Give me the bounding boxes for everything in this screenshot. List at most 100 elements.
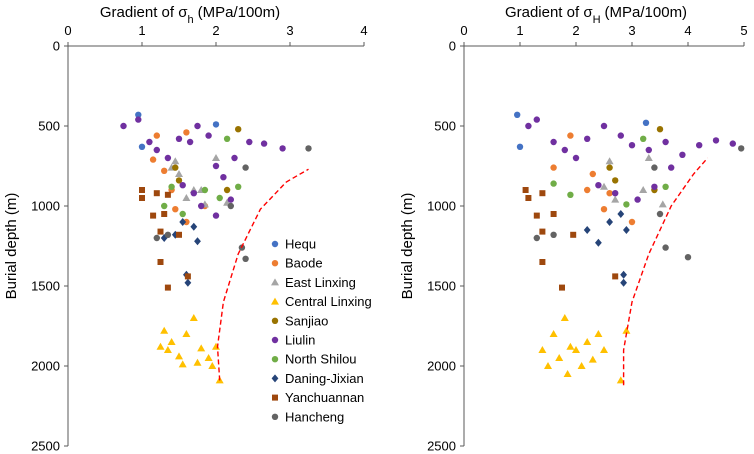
- data-point: [212, 121, 220, 128]
- data-point: [190, 222, 198, 231]
- legend-marker: [271, 297, 279, 305]
- series-north-shilou: [161, 135, 242, 218]
- data-point: [138, 143, 146, 150]
- legend-label: Hancheng: [285, 409, 344, 424]
- data-point: [577, 362, 586, 369]
- legend-item-hancheng: Hancheng: [271, 409, 344, 424]
- data-point: [212, 154, 220, 161]
- data-point: [150, 212, 157, 219]
- data-point: [212, 342, 220, 350]
- data-point: [550, 231, 557, 238]
- legend-item-east-linxing: East Linxing: [271, 275, 356, 290]
- data-point: [538, 346, 547, 353]
- series-yanchuannan: [522, 187, 619, 291]
- data-point: [572, 346, 580, 353]
- data-point: [684, 254, 692, 261]
- data-point: [616, 376, 625, 384]
- series-liulin: [120, 116, 286, 219]
- legend-item-daning-jixian: Daning-Jixian: [271, 371, 364, 386]
- data-point: [566, 342, 575, 350]
- data-point: [223, 186, 231, 194]
- data-point: [198, 202, 205, 210]
- legend-label: Central Linxing: [285, 294, 372, 309]
- data-point: [639, 186, 648, 193]
- data-point: [212, 212, 220, 219]
- legend-label: Yanchuannan: [285, 390, 364, 405]
- data-point: [550, 138, 557, 146]
- data-point: [139, 187, 145, 193]
- data-point: [184, 278, 192, 287]
- data-point: [235, 126, 242, 133]
- y-tick-label: 500: [38, 119, 60, 134]
- data-point: [175, 170, 183, 177]
- data-point: [640, 135, 647, 142]
- data-point: [550, 164, 557, 171]
- data-point: [164, 284, 171, 291]
- data-point: [305, 145, 312, 152]
- data-point: [612, 190, 619, 197]
- data-point: [522, 187, 529, 193]
- legend-marker: [272, 394, 278, 401]
- data-point: [606, 218, 613, 226]
- chart-title: Gradient of σh (MPa/100m): [100, 4, 280, 26]
- data-point: [164, 154, 172, 162]
- data-point: [161, 211, 168, 217]
- series-east-linxing: [600, 154, 667, 208]
- data-point: [139, 195, 145, 201]
- data-point: [164, 231, 172, 238]
- legend-label: Liulin: [285, 333, 315, 348]
- y-tick-label: 1500: [427, 279, 456, 294]
- data-point: [620, 278, 627, 287]
- data-point: [605, 157, 614, 165]
- data-point: [183, 218, 190, 226]
- series-sanjiao: [606, 126, 664, 194]
- series-north-shilou: [550, 135, 669, 208]
- data-point: [645, 146, 652, 154]
- data-point: [583, 338, 592, 345]
- data-point: [178, 360, 187, 368]
- legend-label: North Shilou: [285, 352, 357, 367]
- data-point: [533, 234, 540, 242]
- data-point: [600, 182, 608, 190]
- series-hequ: [514, 111, 650, 150]
- y-tick-label: 2000: [31, 359, 60, 374]
- data-point: [584, 186, 591, 194]
- x-tick-label: 1: [138, 23, 145, 38]
- data-point: [161, 202, 168, 210]
- y-tick-label: 0: [53, 39, 60, 54]
- data-point: [175, 177, 183, 184]
- data-point: [135, 116, 142, 123]
- data-point: [567, 191, 574, 198]
- data-point: [201, 186, 209, 194]
- data-point: [168, 183, 175, 190]
- data-point: [567, 132, 574, 139]
- data-point: [175, 352, 183, 360]
- series-daning-jixian: [160, 218, 201, 287]
- data-point: [600, 346, 608, 353]
- data-point: [242, 164, 249, 171]
- data-point: [135, 111, 142, 119]
- data-point: [712, 137, 720, 144]
- data-point: [182, 194, 191, 201]
- data-point: [516, 143, 524, 150]
- y-tick-label: 1000: [427, 199, 456, 214]
- data-point: [227, 202, 234, 210]
- data-point: [612, 177, 619, 184]
- series-hequ: [135, 111, 220, 150]
- panel-sigma-H: Gradient of σH (MPa/100m) 0 1 2 3 4 5 0 500 1000 15…: [399, 4, 748, 454]
- data-point: [212, 162, 220, 170]
- data-point: [563, 370, 572, 377]
- legend-marker: [271, 317, 279, 324]
- data-point: [729, 140, 736, 147]
- data-point: [662, 183, 669, 190]
- y-tick-label: 1000: [31, 199, 60, 214]
- data-point: [628, 218, 636, 226]
- data-point: [163, 346, 172, 353]
- data-point: [525, 122, 532, 130]
- data-point: [623, 226, 630, 234]
- data-point: [164, 191, 171, 198]
- x-tick-label: 3: [628, 23, 635, 38]
- series-central-linxing: [156, 314, 224, 384]
- legend-label: Baode: [285, 256, 323, 271]
- y-tick-label: 2500: [31, 439, 60, 454]
